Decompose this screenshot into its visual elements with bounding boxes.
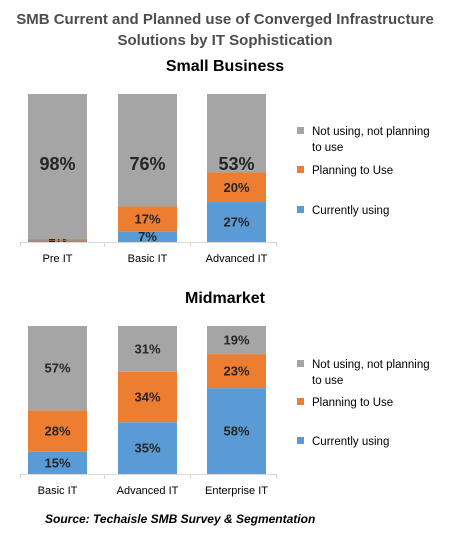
midmarket-chart-title: Midmarket — [184, 290, 266, 307]
small-business-bar-1-label-3: 98% — [39, 154, 75, 174]
main-title: SMB Current and Planned use of Converged… — [0, 9, 450, 51]
main-title-line-1: SMB Current and Planned use of Converged… — [16, 11, 434, 28]
small-business-bar-1-seg-2 — [28, 239, 87, 241]
small-business-bar-2-seg-2 — [118, 206, 177, 232]
source-note: Source: Techaisle SMB Survey & Segmentat… — [45, 512, 316, 526]
midmarket-bar-3-label-1: 58% — [223, 424, 249, 439]
midmarket-legend-label-2: Planning to Use — [312, 397, 393, 409]
midmarket-bar-2-label-2: 34% — [134, 390, 160, 405]
midmarket-bar-1-label-1: 15% — [44, 455, 70, 470]
small-business-legend-label-1: Not using, not planning to use — [312, 126, 430, 154]
midmarket-category-label-2: Advanced IT — [117, 485, 179, 497]
midmarket-bar-1-seg-3 — [28, 326, 87, 411]
midmarket-bar-2-seg-3 — [118, 326, 177, 372]
small-business-bar-2-seg-3 — [118, 94, 177, 207]
small-business-legend-swatch-2 — [297, 166, 304, 173]
midmarket-legend-swatch-1 — [297, 360, 304, 367]
small-business-bar-2-seg-1 — [118, 231, 177, 242]
midmarket-bar-1-seg-1 — [28, 451, 87, 474]
midmarket-legend-label-1: Not using, not planning to use — [312, 359, 430, 387]
small-business-bar-3-seg-1 — [207, 202, 266, 242]
midmarket-bar-3-seg-2 — [207, 354, 266, 389]
midmarket-legend-label-3: Currently using — [312, 436, 389, 448]
midmarket-legend-swatch-3 — [297, 437, 304, 444]
midmarket-bar-2-seg-1 — [118, 422, 177, 474]
small-business-chart-title: Small Business — [165, 58, 285, 75]
small-business-bar-3-label-1: 27% — [223, 215, 249, 230]
midmarket-legend-swatch-2 — [297, 398, 304, 405]
midmarket-bar-2-seg-2 — [118, 371, 177, 423]
small-business-bar-2-label-2: 17% — [134, 212, 160, 227]
small-business-bar-3-seg-2 — [207, 172, 266, 203]
midmarket-bar-3-label-3: 19% — [223, 333, 249, 348]
midmarket-bar-1-seg-2 — [28, 410, 87, 452]
small-business-bar-2-label-1: 7% — [138, 229, 157, 244]
small-business-category-label-2: Basic IT — [128, 253, 168, 265]
small-business-bar-1-seg-1 — [28, 240, 87, 242]
midmarket-category-label-3: Enterprise IT — [205, 485, 268, 497]
small-business-legend-swatch-1 — [297, 127, 304, 134]
midmarket-bar-3-seg-3 — [207, 326, 266, 355]
midmarket-bar-3-seg-1 — [207, 388, 266, 474]
small-business-bar-3-label-3: 53% — [218, 154, 254, 174]
midmarket-bar-2-label-1: 35% — [134, 441, 160, 456]
main-title-line-2: Solutions by IT Sophistication — [117, 32, 333, 49]
midmarket-bar-2-label-3: 31% — [134, 341, 160, 356]
small-business-bar-1-seg-3 — [28, 94, 87, 240]
small-business-bar-3-seg-3 — [207, 94, 266, 173]
small-business-legend-label-2: Planning to Use — [312, 165, 393, 177]
midmarket-category-label-1: Basic IT — [38, 485, 78, 497]
midmarket-bar-1-label-3: 57% — [44, 361, 70, 376]
midmarket-bar-3-label-2: 23% — [223, 364, 249, 379]
small-business-bar-2-label-3: 76% — [129, 154, 165, 174]
small-business-bar-3-label-2: 20% — [223, 180, 249, 195]
small-business-category-label-3: Advanced IT — [206, 253, 268, 265]
small-business-legend-label-3: Currently using — [312, 205, 389, 217]
small-business-category-label-1: Pre IT — [43, 253, 73, 265]
midmarket-bar-1-label-2: 28% — [44, 424, 70, 439]
small-business-legend-swatch-3 — [297, 206, 304, 213]
